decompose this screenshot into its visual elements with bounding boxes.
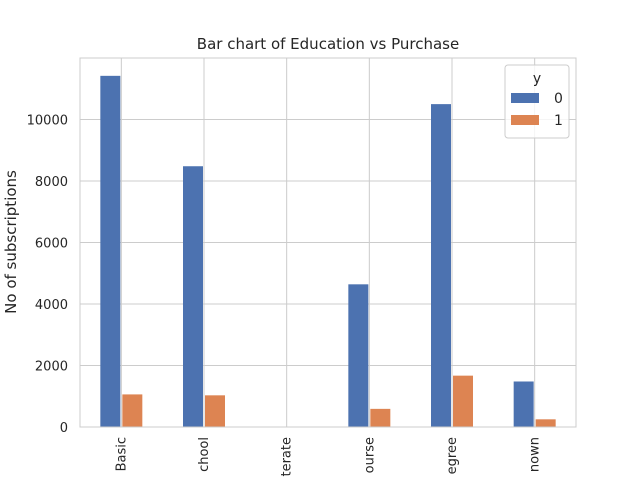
- legend-label: 0: [554, 91, 563, 107]
- legend: y 0 1: [504, 64, 570, 139]
- x-tick-label: chool: [197, 437, 212, 472]
- x-tick-label: egree: [445, 437, 460, 474]
- bar-chool-series-1: [205, 395, 225, 427]
- legend-label: 1: [554, 113, 563, 129]
- y-tick-label: 0: [60, 421, 68, 436]
- y-tick-label: 2000: [35, 360, 68, 375]
- legend-swatch: [511, 115, 539, 125]
- bar-ourse-series-0: [348, 284, 369, 427]
- x-tick-label: ourse: [362, 437, 377, 473]
- bar-egree-series-0: [431, 104, 451, 427]
- bar-nown-series-1: [535, 419, 556, 427]
- bars: [100, 75, 556, 428]
- chart-title: Bar chart of Education vs Purchase: [197, 35, 459, 53]
- y-axis-label: No of subscriptions: [2, 170, 20, 314]
- y-tick-label: 8000: [35, 175, 68, 190]
- bar-Basic-series-0: [100, 75, 121, 428]
- x-tick-label: nown: [528, 437, 543, 472]
- grid-lines: [80, 58, 576, 428]
- bar-Basic-series-1: [122, 394, 143, 427]
- plot-frame: [79, 57, 577, 428]
- x-tick-label: Basic: [114, 437, 129, 471]
- y-tick-label: 10000: [27, 114, 68, 129]
- x-tick-label: terate: [280, 437, 295, 477]
- legend-swatch: [511, 93, 539, 103]
- x-tick-labels: Basic chool terate ourse egree nown: [114, 437, 542, 477]
- y-tick-labels: 0 2000 4000 6000 8000 10000: [27, 114, 68, 437]
- bar-ourse-series-1: [370, 408, 391, 427]
- bar-nown-series-0: [513, 381, 534, 427]
- bar-chool-series-0: [183, 166, 203, 428]
- y-tick-label: 6000: [35, 237, 68, 252]
- y-tick-label: 4000: [35, 298, 68, 313]
- bar-egree-series-1: [453, 375, 473, 427]
- legend-title: y: [533, 71, 541, 87]
